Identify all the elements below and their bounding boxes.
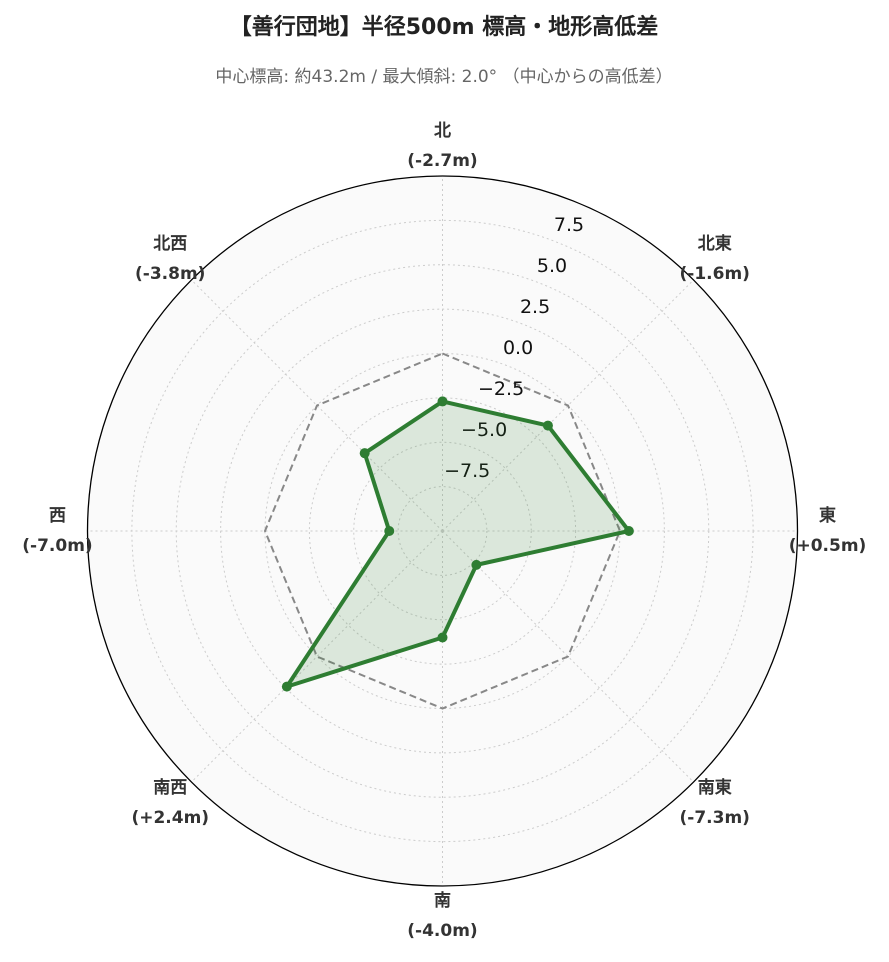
category-label: 南西 [153, 777, 187, 798]
category-label: 西 [49, 506, 66, 526]
value-label: (-4.0m) [407, 921, 477, 941]
data-point [623, 526, 634, 536]
r-tick-label: −7.5 [444, 460, 490, 482]
value-label: (-3.8m) [135, 264, 205, 284]
value-label: (-1.6m) [680, 264, 750, 284]
data-point [384, 526, 395, 536]
value-label: (+0.5m) [789, 536, 867, 556]
grid-circle [397, 486, 488, 576]
r-tick-label: 2.5 [520, 296, 550, 318]
data-point [471, 559, 482, 570]
grid-circle [353, 441, 532, 621]
chart-subtitle: 中心標高: 約43.2m / 最大傾斜: 2.0° （中心からの高低差） [215, 67, 672, 87]
category-label: 北西 [153, 234, 187, 254]
plot-border [86, 175, 799, 887]
spoke [191, 530, 443, 783]
data-point [359, 448, 370, 459]
category-label: 東 [819, 505, 836, 526]
value-label: (-2.7m) [407, 151, 477, 171]
data-point [437, 396, 448, 407]
category-label: 南東 [698, 777, 732, 798]
chart-title: 【善行団地】半径500m 標高・地形高低差 [230, 14, 659, 40]
spoke [191, 279, 443, 532]
category-label: 北東 [698, 233, 732, 254]
r-tick-label: −2.5 [478, 378, 524, 400]
spoke [442, 279, 694, 532]
r-tick-label: 0.0 [503, 337, 533, 359]
data-point [542, 420, 553, 431]
spoke [442, 530, 694, 783]
r-tick-label: −5.0 [461, 419, 507, 441]
data-point [437, 632, 448, 643]
r-tick-label: 5.0 [537, 255, 567, 277]
grid-circle [308, 397, 577, 665]
value-label: (-7.0m) [22, 536, 92, 556]
reference-line [263, 352, 622, 710]
category-label: 南 [434, 890, 451, 911]
r-tick-label: 7.5 [554, 214, 584, 236]
value-label: (-7.3m) [680, 808, 750, 828]
category-label: 北 [434, 121, 451, 141]
value-label: (+2.4m) [131, 808, 209, 828]
data-point [281, 681, 292, 692]
